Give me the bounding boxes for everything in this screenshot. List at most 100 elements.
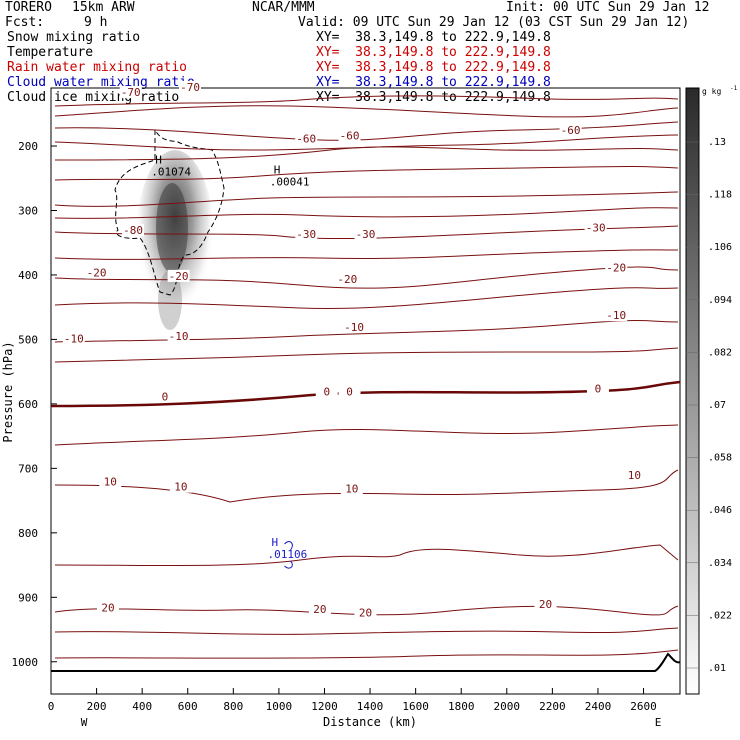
temperature-label-bg [354,606,377,619]
legend-name: Cloud ice mixing ratio [7,90,180,105]
temperature-label: 20 [313,603,326,616]
colorbar-tick-label: .106 [708,242,732,253]
colorbar-tick-label: .046 [708,505,732,516]
temperature-label-bg [167,329,190,342]
temperature-contour-minus40 [54,191,679,207]
cloud-ice-shading [135,150,215,340]
x-tick-label: 600 [178,700,198,713]
x-tick-label: 1800 [448,700,475,713]
colorbar-units: g kg [702,87,721,96]
temperature-label: 10 [104,476,117,489]
colorbar-tick-label: .07 [708,400,726,411]
temperature-contour-minus50 [54,166,679,181]
max-marker-label: H [155,154,162,167]
temperature-contour-15 [54,544,679,567]
temperature-contour-minus30 [54,225,679,240]
temperature-label: -60 [340,129,360,142]
temperature-label-bg [62,332,85,345]
colorbar-tick-label: .118 [708,190,732,201]
temperature-contour-25 [54,627,679,635]
temperature-label: -10 [169,330,189,343]
temperature-label-bg [295,132,318,145]
temperature-label-bg [99,475,122,488]
legend-name: Snow mixing ratio [7,30,141,45]
temperature-label: -60 [561,124,581,137]
temperature-label-bg [167,269,190,282]
temperature-label-bg [336,273,359,286]
temperature-label-bg [534,598,557,611]
x-end-label-west: W [81,716,88,729]
model-resolution: 15km ARW [72,0,135,15]
temperature-label: 20 [101,601,114,614]
temperature-label-bg [354,227,377,240]
y-axis-title: Pressure (hPa) [1,341,15,442]
temperature-label-bg [169,480,192,493]
x-axis-title: Distance (km) [323,715,417,729]
valid-time: Valid: 09 UTC Sun 29 Jan 12 (03 CST Sun … [298,15,690,30]
temperature-contour-minus5 [54,347,679,363]
forecast-label: Fcst: [5,15,45,30]
colorbar-tick-label: .034 [708,558,732,569]
temperature-label: -80 [123,224,143,237]
temperature-contour-5 [54,424,679,446]
temperature-label: 0 [595,383,602,396]
temperature-label-bg [96,601,119,614]
cloud-ice-tail [158,270,182,330]
x-tick-label: 800 [223,700,243,713]
x-tick-label: 200 [87,700,107,713]
temperature-label-bg [295,227,318,240]
y-tick-label: 800 [18,527,38,540]
temperature-label-bg [605,309,628,322]
legend-xy: XY= 38.3,149.8 to 222.9,149.8 [316,45,551,60]
y-axis: 200 300 400 500 600 700 800 900 1000 [12,140,57,669]
temperature-label-bg [584,221,607,234]
temperature-contour-minus60 [54,121,679,141]
y-tick-label: 300 [18,204,38,217]
x-tick-label: 1400 [357,700,384,713]
x-end-label-east: E [655,716,662,729]
colorbar-units-exponent: -1 [730,85,738,92]
legend-name: Rain water mixing ratio [7,60,188,75]
temperature-label: -10 [64,332,84,345]
max-marker-value: .00041 [270,175,310,188]
temperature-label-group: -70 -70-60 -60 -60-80 -30 -30 -30-20 -20 -20-20-… [62,81,646,619]
cloud-water-contour [284,541,293,551]
cloud-ice-core [156,183,188,273]
temperature-label: 0 [323,385,330,398]
temperature-label-bg [122,224,145,237]
colorbar-tick-label: .022 [708,610,732,621]
temperature-label: 20 [539,598,552,611]
max-marker-label: H [272,536,279,549]
colorbar-tick-label: .01 [708,663,726,674]
temperature-label: -10 [344,321,364,334]
y-tick-label: 500 [18,333,38,346]
temperature-label: 10 [345,483,358,496]
temperature-label-bg [586,382,609,395]
x-tick-label: 2200 [539,700,566,713]
temperature-contour-zero [50,380,681,408]
plot-frame [50,87,681,695]
temperature-contour-minus60c [54,146,679,161]
legend-name: Temperature [7,45,94,60]
temperature-label-bg [338,385,361,398]
temperature-label-bg [338,129,361,142]
legend-xy: XY= 38.3,149.8 to 222.9,149.8 [316,90,551,105]
x-axis: 0 200 400 600 800 1000 1200 1400 1600 1800 2000 220… [48,688,657,713]
temperature-label: 10 [174,481,187,494]
temperature-label: 10 [628,469,641,482]
temperature-label: 0 [162,390,169,403]
temperature-label-bg [315,385,338,398]
temperature-contour-minus35 [54,207,679,219]
temperature-label: -60 [296,133,316,146]
temperature-label: -10 [606,309,626,322]
colorbar-ticks: .13 .118 .106 .094 .082 .07 .058 .046 .034 .022 .0… [686,137,732,674]
temperature-contour-10 [54,469,679,503]
max-marker-value: .01074 [151,166,191,179]
temperature-label-bg [605,261,628,274]
colorbar-tick-label: .094 [708,295,732,306]
colorbar-tick-label: .082 [708,347,732,358]
temperature-label: -20 [337,273,357,286]
temperature-label-bg [343,320,366,333]
y-tick-label: 600 [18,398,38,411]
